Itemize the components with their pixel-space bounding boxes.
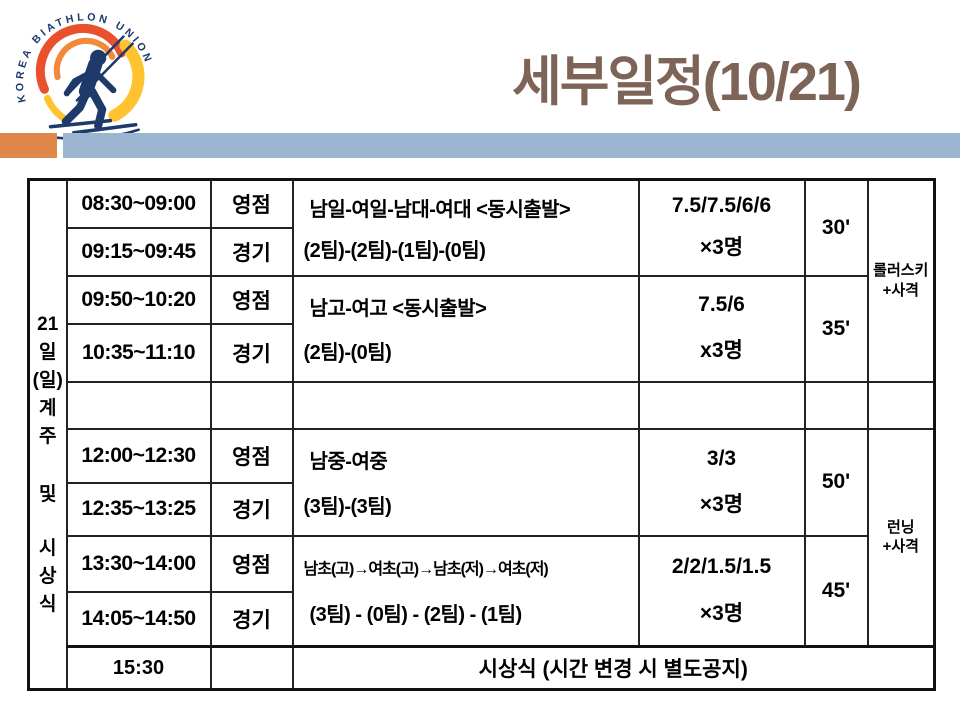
- activity-line2: +사격: [882, 538, 919, 556]
- activity-line1: 런닝: [886, 518, 915, 536]
- empty-cell: [209, 645, 294, 691]
- logo-yellow-swirl: [108, 39, 145, 122]
- day-line: (일): [32, 369, 63, 391]
- kbu-logo: KOREA BIATHLON UNION: [10, 0, 162, 142]
- distance-line1: 3/3: [706, 446, 737, 470]
- desc-cell: 남일-여일-남대-여대 <동시출발> (2팀)-(2팀)-(1팀)-(0팀): [291, 178, 640, 277]
- time-cell: 13:30~14:00: [65, 534, 212, 593]
- time-cell: 12:00~12:30: [65, 427, 212, 484]
- awards-label-cell: 시상식 (시간 변경 시 별도공지): [291, 645, 936, 691]
- phase-cell: 경기: [209, 226, 294, 277]
- desc-line2: (2팀)-(2팀)-(1팀)-(0팀): [303, 239, 486, 262]
- distance-line1: 7.5/7.5/6/6: [671, 194, 772, 218]
- desc-line1: 남초(고)→여초(고)→남초(저)→여초(저): [303, 561, 549, 578]
- phase-cell: 경기: [209, 481, 294, 537]
- activity-line1: 롤러스키: [873, 262, 929, 280]
- duration-cell: 50': [803, 427, 869, 537]
- distance-lines: 7.5/6 x3명: [641, 278, 803, 380]
- kbu-logo-icon: KOREA BIATHLON UNION: [14, 11, 152, 141]
- desc-line1: 남중-여중: [309, 451, 388, 474]
- desc-cell: 남중-여중 (3팀)-(3팀): [291, 427, 640, 537]
- distance-cell: 7.5/6 x3명: [637, 274, 806, 383]
- schedule-table-wrap: 21 일 (일) 계 주 및 시 상 식 08:30~09:00 영점: [27, 178, 936, 691]
- accent-bar-orange: [0, 133, 57, 158]
- desc-line1: 남일-여일-남대-여대 <동시출발>: [309, 198, 571, 221]
- empty-cell: [209, 380, 294, 430]
- page-title: 세부일정(10/21): [512, 51, 862, 112]
- day-line: 계: [39, 397, 57, 419]
- desc-cell: 남초(고)→여초(고)→남초(저)→여초(저) (3팀) - (0팀) - (2…: [291, 534, 640, 648]
- distance-lines: 2/2/1.5/1.5 ×3명: [641, 538, 803, 645]
- distance-line1: 2/2/1.5/1.5: [671, 554, 772, 578]
- phase-cell: 영점: [209, 427, 294, 484]
- activity-line2: +사격: [882, 281, 919, 299]
- distance-cell: 7.5/7.5/6/6 ×3명: [637, 178, 806, 277]
- day-line: 상: [39, 565, 57, 587]
- desc-lines: 남중-여중 (3팀)-(3팀): [295, 431, 637, 534]
- time-cell: 14:05~14:50: [65, 590, 212, 648]
- time-cell: 10:35~11:10: [65, 322, 212, 383]
- distance-cell: 3/3 ×3명: [637, 427, 806, 537]
- day-line: 식: [39, 593, 57, 615]
- phase-cell: 영점: [209, 274, 294, 325]
- desc-line1: 남고-여고 <동시출발>: [309, 297, 487, 320]
- time-cell: 09:15~09:45: [65, 226, 212, 277]
- activity-cell: 런닝 +사격: [866, 427, 936, 648]
- accent-bar-blue: [63, 133, 960, 158]
- time-cell: 08:30~09:00: [65, 178, 212, 229]
- time-cell: 12:35~13:25: [65, 481, 212, 537]
- duration-cell: 45': [803, 534, 869, 648]
- distance-cell: 2/2/1.5/1.5 ×3명: [637, 534, 806, 648]
- duration-cell: 35': [803, 274, 869, 383]
- duration-cell: 30': [803, 178, 869, 277]
- logo-red-arc: [35, 23, 127, 94]
- awards-time-cell: 15:30: [65, 645, 212, 691]
- desc-lines: 남고-여고 <동시출발> (2팀)-(0팀): [295, 278, 637, 380]
- phase-cell: 경기: [209, 322, 294, 383]
- schedule-table: 21 일 (일) 계 주 및 시 상 식 08:30~09:00 영점: [27, 178, 936, 691]
- empty-cell: [866, 380, 936, 430]
- distance-line1: 7.5/6: [698, 293, 745, 317]
- empty-cell: [637, 380, 806, 430]
- phase-cell: 경기: [209, 590, 294, 648]
- distance-lines: 7.5/7.5/6/6 ×3명: [641, 182, 803, 274]
- desc-line2: (2팀)-(0팀): [303, 342, 392, 365]
- logo-orange-arc: [53, 37, 116, 81]
- empty-cell: [65, 380, 212, 430]
- skier-icon: [37, 35, 140, 141]
- distance-line2: ×3명: [699, 492, 744, 516]
- day-line: 21: [37, 313, 59, 335]
- desc-line2: (3팀) - (0팀) - (2팀) - (1팀): [309, 603, 523, 626]
- day-line: 주: [39, 425, 57, 447]
- distance-line2: x3명: [700, 338, 743, 362]
- distance-lines: 3/3 ×3명: [641, 431, 803, 534]
- day-line: 시: [39, 537, 57, 559]
- day-cell: 21 일 (일) 계 주 및 시 상 식: [27, 178, 68, 691]
- desc-line2: (3팀)-(3팀): [303, 495, 392, 518]
- activity-cell: 롤러스키 +사격: [866, 178, 936, 383]
- empty-cell: [803, 380, 869, 430]
- desc-lines: 남초(고)→여초(고)→남초(저)→여초(저) (3팀) - (0팀) - (2…: [295, 538, 637, 645]
- day-line: 일: [39, 341, 57, 363]
- distance-line2: ×3명: [699, 601, 744, 625]
- day-label: 21 일 (일) 계 주 및 시 상 식: [31, 251, 65, 619]
- desc-cell: 남고-여고 <동시출발> (2팀)-(0팀): [291, 274, 640, 383]
- empty-cell: [291, 380, 640, 430]
- distance-line2: ×3명: [699, 236, 744, 260]
- phase-cell: 영점: [209, 534, 294, 593]
- day-line: 및: [39, 483, 57, 505]
- desc-lines: 남일-여일-남대-여대 <동시출발> (2팀)-(2팀)-(1팀)-(0팀): [295, 182, 637, 274]
- phase-cell: 영점: [209, 178, 294, 229]
- time-cell: 09:50~10:20: [65, 274, 212, 325]
